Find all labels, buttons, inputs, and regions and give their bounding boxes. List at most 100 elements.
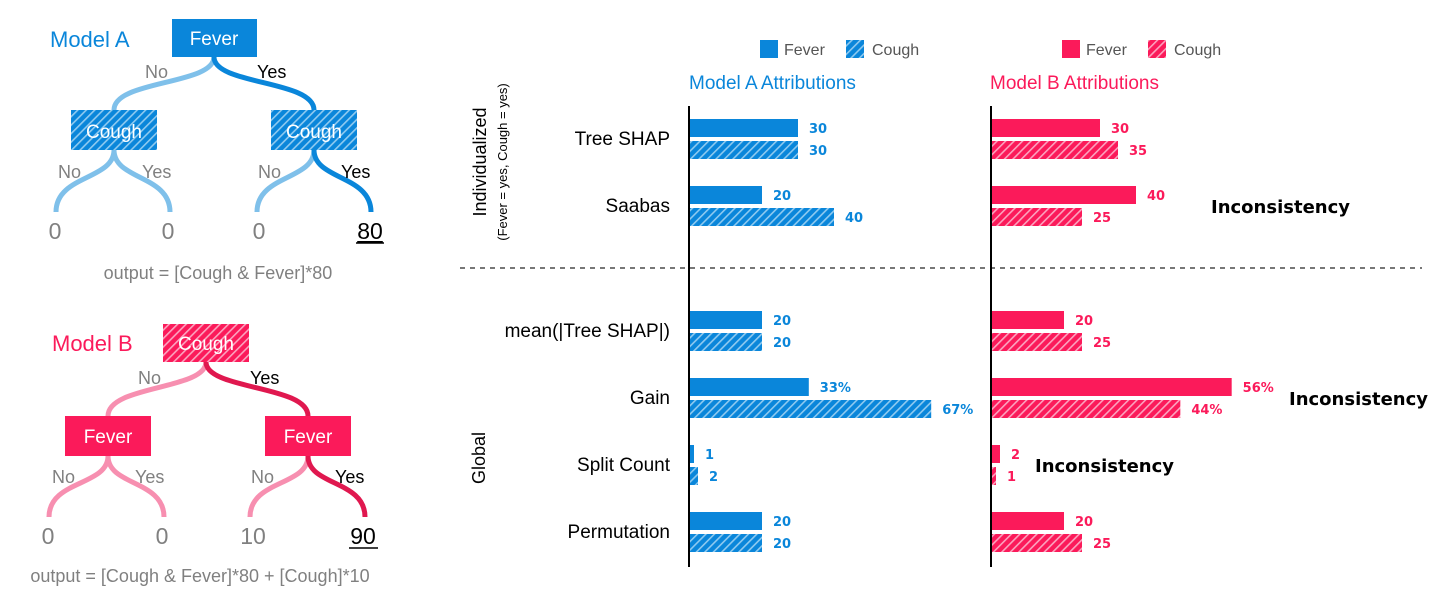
node-cough [71,110,157,150]
value-label: 1 [705,448,714,463]
value-label: 20 [773,515,791,530]
section-label-individualized: Individualized [470,107,490,216]
method-label: Split Count [577,455,671,476]
bar-b-fever [992,378,1232,396]
value-label: 20 [773,189,791,204]
bar-a-cough [690,333,762,351]
value-label: 44% [1191,403,1222,418]
bar-b-cough [992,400,1181,418]
branch-label: No [52,467,75,487]
bar-b-cough [992,141,1118,159]
model-a-formula: output = [Cough & Fever]*80 [104,263,333,283]
value-label: 20 [773,314,791,329]
bar-b-fever [992,311,1064,329]
method-label: Saabas [606,196,670,217]
branch-label: No [58,162,81,182]
bar-a-fever [690,378,809,396]
branch-no [254,149,317,213]
value-label: 20 [1075,314,1093,329]
bar-a-fever [690,119,798,137]
node-label: Fever [190,29,239,50]
value-label: 30 [809,122,827,137]
inconsistency-note: Inconsistency [1211,197,1350,218]
branch-label: Yes [142,162,171,182]
legend-cough-label: Cough [1174,42,1221,59]
bar-b-cough [992,467,996,485]
branch-yes [211,56,317,111]
section-sublabel: (Fever = yes, Cough = yes) [495,83,510,241]
node-cough [271,110,357,150]
bar-b-cough [992,208,1082,226]
node-fever [172,19,257,57]
value-label: 33% [820,381,851,396]
branch-label: No [251,467,274,487]
legend-cough-swatch [1148,40,1166,58]
leaf-value: 0 [49,218,62,244]
bar-a-cough [690,400,932,418]
value-label: 56% [1243,381,1274,396]
node-fever [265,416,351,456]
attribution-chart: Fever Cough Fever Cough Model A Attribut… [460,40,1428,567]
method-label: Gain [630,388,670,409]
panel-title-b: Model B Attributions [990,73,1159,94]
value-label: 20 [773,336,791,351]
value-label: 2 [1011,448,1020,463]
branch-yes [305,455,368,518]
node-fever [65,416,151,456]
leaf-value: 80 [357,218,383,244]
legend-fever-label: Fever [784,42,826,59]
leaf-value: 0 [162,218,175,244]
leaf-value: 0 [156,523,169,549]
bar-a-cough [690,208,834,226]
value-label: 25 [1093,537,1111,552]
node-cough [163,324,249,362]
bar-b-fever [992,186,1136,204]
branch-no [111,56,217,111]
legend-fever-swatch [1062,40,1080,58]
branch-yes [111,149,173,213]
value-label: 30 [809,144,827,159]
branch-label: No [145,62,168,82]
model-b-title: Model B [52,331,133,356]
inconsistency-note: Inconsistency [1289,389,1428,410]
section-label-global: Global [469,432,489,484]
legend-cough-swatch [846,40,864,58]
value-label: 40 [845,211,863,226]
value-label: 2 [709,470,718,485]
model-a-tree: Model A Fever Cough Cough No Yes No Yes … [49,19,384,283]
bar-a-cough [690,467,698,485]
leaf-value: 90 [350,523,376,549]
bar-a-fever [690,311,762,329]
branch-label: Yes [135,467,164,487]
branch-yes [203,361,311,417]
leaf-value: 0 [42,523,55,549]
branch-yes [105,455,167,518]
node-label: Cough [178,334,234,355]
value-label: 1 [1007,470,1016,485]
model-b-tree: Model B Cough Fever Fever No Yes No Yes … [30,324,378,586]
value-label: 25 [1093,211,1111,226]
bar-a-cough [690,534,762,552]
branch-label: Yes [341,162,370,182]
leaf-value: 10 [240,523,266,549]
branch-label: No [258,162,281,182]
bar-b-fever [992,119,1100,137]
branch-label: Yes [335,467,364,487]
node-label: Cough [286,122,342,143]
model-a-title: Model A [50,27,130,52]
value-label: 35 [1129,144,1147,159]
legend-fever-swatch [760,40,778,58]
branch-no [105,361,209,417]
bar-b-cough [992,534,1082,552]
method-label: mean(|Tree SHAP|) [505,321,670,342]
branch-no [53,149,117,213]
node-label: Cough [86,122,142,143]
node-label: Fever [84,427,133,448]
bar-b-fever [992,445,1000,463]
value-label: 20 [1075,515,1093,530]
method-label: Permutation [568,522,670,543]
branch-label: Yes [257,62,286,82]
branch-label: No [138,368,161,388]
bar-a-fever [690,512,762,530]
